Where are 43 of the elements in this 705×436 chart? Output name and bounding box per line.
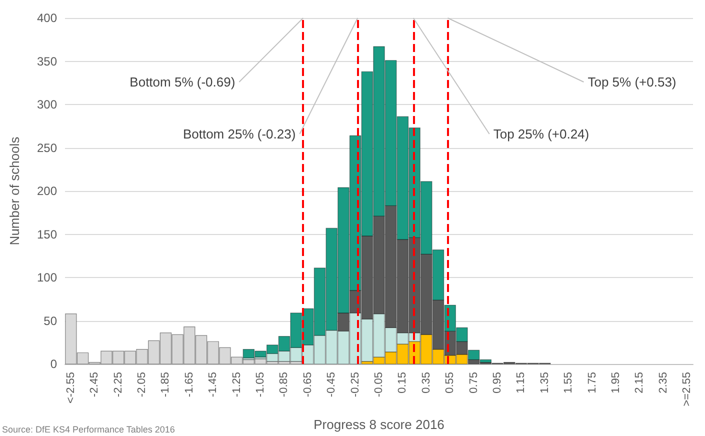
x-tick-label: 2.35 [657,372,670,394]
x-tick-label: 1.15 [515,372,528,394]
x-tick-label: 1.35 [538,372,551,394]
y-tick-label: 250 [36,140,58,155]
x-tick-label: -0.45 [326,372,338,398]
y-tick-label: 50 [44,314,58,328]
x-tick-label: -0.85 [278,372,290,398]
x-tick-label: -1.85 [160,372,172,398]
y-tick-label: 350 [36,54,58,68]
y-tick-label: 400 [36,11,58,25]
y-tick-label: 100 [36,270,58,284]
x-tick-label: -1.65 [183,372,196,398]
x-tick-label: >=2.55 [681,372,694,406]
y-tick-label: 0 [50,357,58,371]
x-tick-label: 1.95 [610,372,622,394]
x-tick-label: 0.55 [444,372,456,394]
x-tick-label: -2.25 [112,372,124,398]
x-tick-label: 1.55 [562,372,575,394]
ref-line-label: Bottom 25% (-0.23) [182,126,296,142]
x-tick-label: -0.25 [349,372,362,398]
x-tick-label: -2.05 [136,372,148,398]
x-axis-title: Progress 8 score 2016 [314,417,444,432]
ref-line-label: Bottom 5% (-0.69) [130,74,236,90]
x-tick-label: 0.95 [491,372,504,394]
source-note: Source: DfE KS4 Performance Tables 2016 [2,424,175,434]
x-tick-label: -0.05 [373,372,385,398]
x-tick-label: <-2.55 [64,372,77,404]
y-tick-label: 300 [36,98,58,112]
y-axis-title: Number of schools [7,136,22,246]
x-tick-label: 2.15 [634,372,646,394]
x-tick-label: 1.75 [586,372,598,394]
x-tick-label: 0.75 [468,372,480,394]
ref-line-label: Top 25% (+0.24) [493,126,590,142]
x-tick-label: 0.15 [396,372,409,394]
x-tick-label: -2.45 [88,372,101,398]
y-tick-label: 200 [36,184,58,198]
x-tick-label: -1.45 [207,372,220,398]
x-tick-label: -1.05 [254,372,267,398]
x-tick-label: -1.25 [230,372,243,398]
ref-line-label: Top 5% (+0.53) [588,74,676,90]
y-tick-label: 150 [36,227,58,242]
x-tick-label: 0.35 [420,372,432,394]
x-tick-label: -0.65 [302,372,314,398]
